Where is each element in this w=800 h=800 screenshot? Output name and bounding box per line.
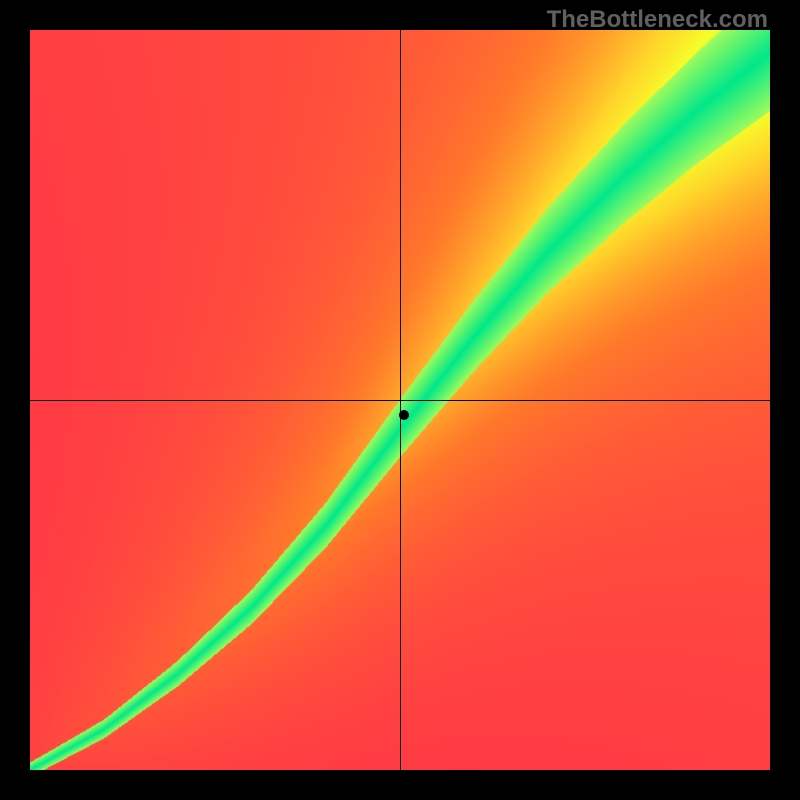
watermark-text: TheBottleneck.com [547,6,768,34]
crosshair-marker [399,410,409,420]
crosshair-vertical [400,30,401,770]
